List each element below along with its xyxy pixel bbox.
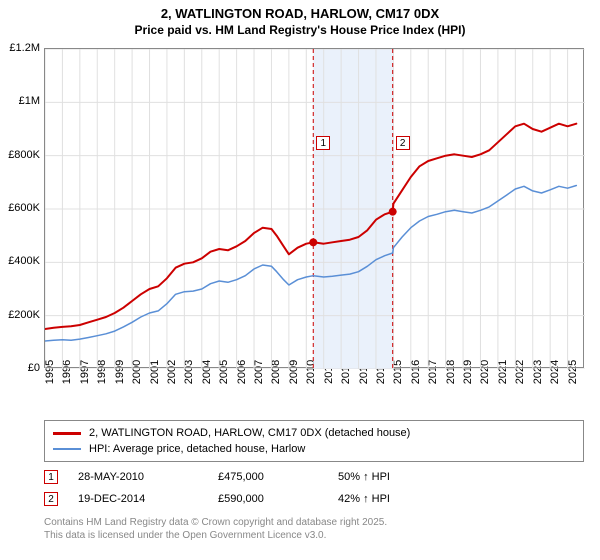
y-tick-label: £1.2M bbox=[9, 42, 40, 54]
event-row: 1 28-MAY-2010 £475,000 50% ↑ HPI bbox=[44, 466, 584, 488]
legend-swatch bbox=[53, 448, 81, 450]
legend-label: 2, WATLINGTON ROAD, HARLOW, CM17 0DX (de… bbox=[89, 427, 410, 439]
legend-row: HPI: Average price, detached house, Harl… bbox=[53, 441, 575, 457]
y-tick-label: £800K bbox=[8, 149, 40, 161]
legend-swatch bbox=[53, 432, 81, 435]
chart-container: 2, WATLINGTON ROAD, HARLOW, CM17 0DX Pri… bbox=[0, 0, 600, 560]
footer-line: Contains HM Land Registry data © Crown c… bbox=[44, 516, 387, 529]
chart-event-marker: 1 bbox=[316, 136, 330, 150]
event-number: 2 bbox=[48, 494, 54, 505]
legend-box: 2, WATLINGTON ROAD, HARLOW, CM17 0DX (de… bbox=[44, 420, 584, 462]
chart-svg bbox=[45, 49, 585, 369]
event-pct: 50% ↑ HPI bbox=[338, 471, 458, 483]
event-date: 28-MAY-2010 bbox=[78, 471, 198, 483]
event-marker: 2 bbox=[44, 492, 58, 506]
event-price: £475,000 bbox=[218, 471, 318, 483]
footer-attribution: Contains HM Land Registry data © Crown c… bbox=[44, 516, 387, 542]
chart-plot-area bbox=[44, 48, 584, 368]
y-tick-label: £200K bbox=[8, 309, 40, 321]
event-price: £590,000 bbox=[218, 493, 318, 505]
legend-label: HPI: Average price, detached house, Harl… bbox=[89, 443, 305, 455]
y-tick-label: £600K bbox=[8, 202, 40, 214]
event-marker: 1 bbox=[44, 470, 58, 484]
y-tick-label: £400K bbox=[8, 255, 40, 267]
y-tick-label: £1M bbox=[19, 95, 40, 107]
event-number: 1 bbox=[48, 472, 54, 483]
chart-event-marker: 2 bbox=[396, 136, 410, 150]
title-subtitle: Price paid vs. HM Land Registry's House … bbox=[0, 23, 600, 39]
title-address: 2, WATLINGTON ROAD, HARLOW, CM17 0DX bbox=[0, 6, 600, 23]
event-date: 19-DEC-2014 bbox=[78, 493, 198, 505]
event-pct: 42% ↑ HPI bbox=[338, 493, 458, 505]
event-row: 2 19-DEC-2014 £590,000 42% ↑ HPI bbox=[44, 488, 584, 510]
legend-row: 2, WATLINGTON ROAD, HARLOW, CM17 0DX (de… bbox=[53, 425, 575, 441]
footer-line: This data is licensed under the Open Gov… bbox=[44, 529, 387, 542]
y-tick-label: £0 bbox=[28, 362, 40, 374]
events-block: 1 28-MAY-2010 £475,000 50% ↑ HPI 2 19-DE… bbox=[44, 466, 584, 510]
title-block: 2, WATLINGTON ROAD, HARLOW, CM17 0DX Pri… bbox=[0, 0, 600, 38]
